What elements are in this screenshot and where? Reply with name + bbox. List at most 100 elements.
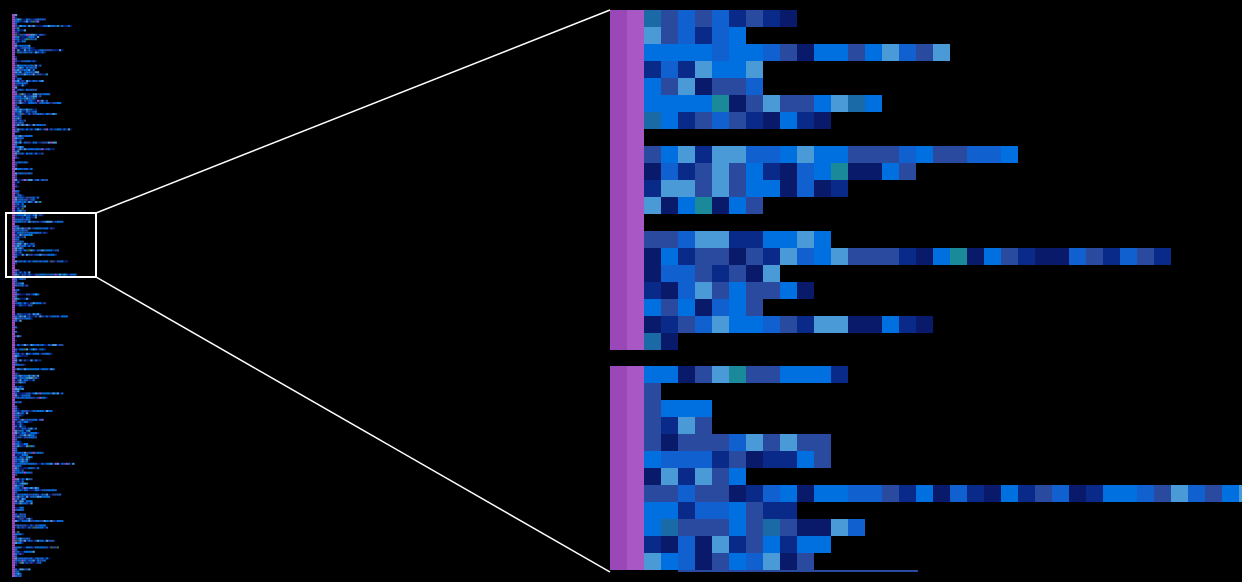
mini-cell [26,445,29,448]
indent-cell [610,248,627,265]
mini-cell [39,102,42,104]
token-cell [780,10,797,27]
mini-cell [21,128,24,131]
mini-cell [26,284,29,287]
mini-cell [21,456,24,459]
mini-cell [30,421,33,423]
mini-cell [37,302,40,305]
mini-cell [15,539,18,542]
mini-cell [70,128,73,131]
mini-indent [12,58,15,60]
mini-cell [15,137,18,140]
mini-cell [15,493,18,496]
mini-cell [26,537,29,540]
mini-indent [12,456,15,459]
mini-cell [15,260,18,263]
mini-cell [21,196,24,199]
mini-cell [21,436,24,439]
mini-cell [21,546,24,549]
mini-cell [15,300,18,302]
mini-cell [17,500,20,503]
token-cell [712,180,729,197]
mini-cell [15,126,18,129]
mini-cell [15,330,18,333]
mini-cell [52,489,55,492]
mini-cell [59,520,62,522]
mini-cell [43,352,46,355]
mini-cell [23,550,26,553]
mini-indent [12,434,15,437]
mini-indent [12,515,15,518]
mini-cell [15,154,18,157]
token-cell [678,112,695,129]
mini-cell [39,546,42,549]
mini-cell [28,71,31,74]
mini-cell [17,203,20,206]
mini-cell [30,487,33,489]
token-cell [644,44,661,61]
mini-cell [52,102,55,104]
mini-indent [12,108,15,111]
mini-cell [43,51,46,54]
mini-cell [15,326,18,329]
token-cell [746,231,763,248]
token-cell [644,180,661,197]
mini-cell [37,392,40,395]
token-cell [661,519,678,536]
mini-cell [15,22,18,25]
mini-cell [52,493,55,496]
mini-cell [34,179,37,181]
mini-cell [39,524,42,527]
mini-cell [39,113,42,115]
token-cell [746,366,763,383]
mini-cell [32,71,35,74]
mini-cell [54,493,57,496]
indent-cell [627,417,644,434]
mini-indent [12,29,15,32]
mini-cell [15,482,18,485]
mini-cell [21,458,24,461]
mini-cell [43,260,46,263]
mini-cell [15,302,18,305]
token-cell [695,417,712,434]
mini-cell [39,148,42,151]
mini-indent [12,326,15,329]
mini-cell [17,436,20,439]
mini-cell [17,559,20,562]
mini-cell [15,117,18,120]
token-cell [695,27,712,44]
mini-cell [34,436,37,439]
token-cell [644,366,661,383]
token-cell [712,95,729,112]
mini-cell [39,344,42,346]
mini-cell [56,260,59,263]
mini-indent [12,443,15,445]
mini-cell [17,553,20,555]
mini-cell [21,377,24,379]
mini-cell [19,110,22,113]
mini-cell [23,302,26,305]
mini-cell [26,392,29,395]
mini-cell [15,421,18,423]
mini-cell [19,84,22,87]
mini-cell [17,161,20,164]
indent-cell [610,383,627,400]
mini-cell [17,88,20,91]
mini-cell [23,359,26,362]
mini-indent [12,377,15,379]
token-cell [712,78,729,95]
mini-indent [12,337,15,340]
mini-cell [43,99,46,102]
mini-cell [15,293,18,296]
indent-cell [610,417,627,434]
mini-cell [15,71,18,74]
mini-cell [15,25,18,27]
mini-cell [17,368,20,371]
mini-cell [19,344,22,346]
mini-cell [17,484,20,487]
mini-cell [15,95,18,98]
mini-indent [12,64,15,67]
mini-cell [30,110,33,113]
mini-cell [23,368,26,371]
mini-cell [19,539,22,542]
